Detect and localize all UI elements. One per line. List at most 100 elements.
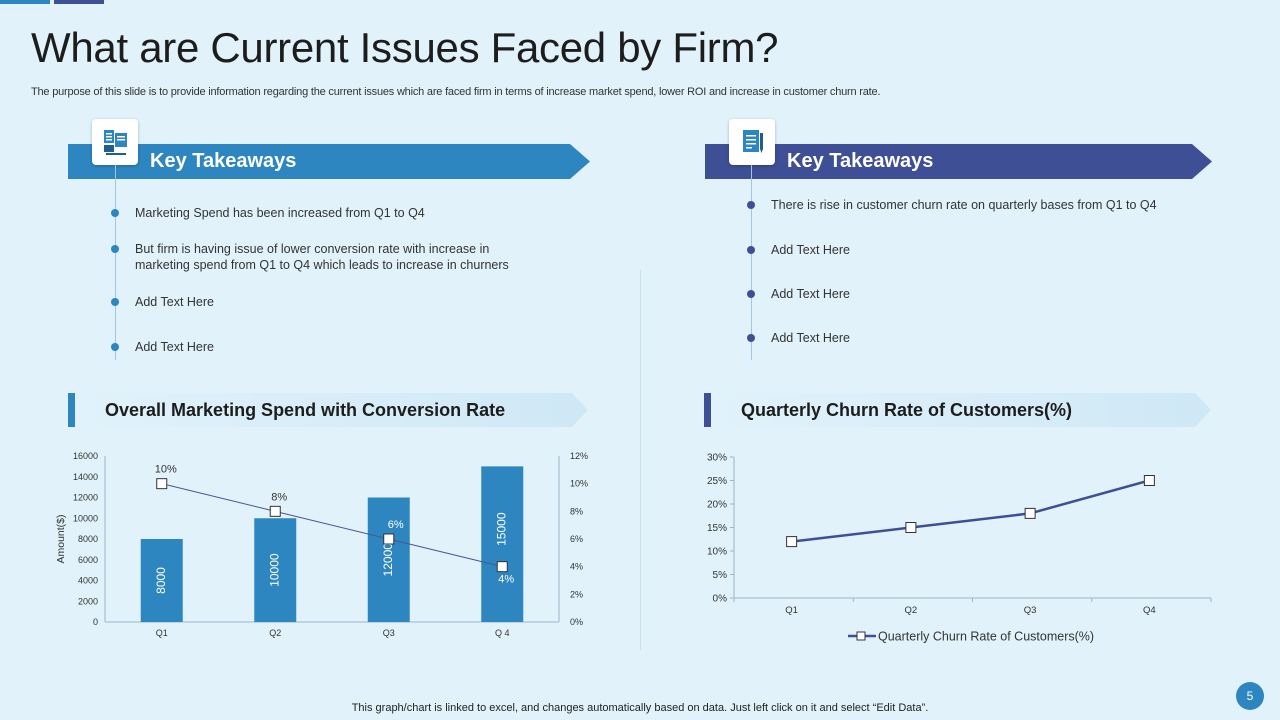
slide-title: What are Current Issues Faced by Firm? — [31, 24, 779, 71]
bar-value-label: 15000 — [494, 512, 508, 546]
top-accent-navy — [54, 0, 104, 4]
left-bullet-2: But firm is having issue of lower conver… — [135, 242, 509, 272]
churn-rate-marker — [1143, 475, 1155, 486]
churn-rate-chart: 0% 5% 10% 15% 20% 25% 30% Q1 Q2 Q3 Q4 Quarterly Chu… — [707, 453, 1212, 644]
right-bullet-1: There is rise in customer churn rate on … — [771, 198, 1157, 212]
right-bullet-2: Add Text Here — [771, 243, 850, 257]
x-tick-label: Q4 — [1143, 605, 1156, 616]
page-number: 5 — [1236, 682, 1264, 710]
right-icon-box — [729, 119, 775, 165]
conversion-rate-marker — [269, 505, 281, 517]
churn-rate-marker — [786, 536, 798, 548]
y-tick-label: 25% — [707, 476, 727, 487]
conversion-rate-marker — [156, 478, 168, 490]
right-banner-title: Key Takeaways — [787, 150, 934, 172]
document-pen-icon — [743, 130, 763, 153]
y-tick-label: 16000 — [73, 451, 98, 461]
list-item: Add Text Here — [747, 286, 1211, 302]
left-bullet-1: Marketing Spend has been increased from … — [135, 206, 425, 220]
y-tick-label: 10000 — [73, 513, 98, 523]
conversion-rate-line — [161, 483, 503, 568]
y-tick-label: 0% — [713, 594, 728, 605]
bullet-dot — [747, 290, 755, 298]
bar — [481, 466, 524, 622]
conversion-rate-label: 4% — [498, 574, 514, 586]
y2-tick-label: 12% — [570, 451, 588, 461]
bar — [254, 518, 297, 622]
marketing-spend-chart: 0 2000 4000 6000 8000 10000 12000 14000 16000 0% 2… — [55, 451, 588, 638]
legend-label: Quarterly Churn Rate of Customers(%) — [878, 630, 1094, 644]
bullet-dot — [747, 201, 755, 209]
bullet-dot — [747, 334, 755, 342]
bullet-dot — [111, 209, 119, 217]
list-item: Add Text Here — [111, 339, 535, 355]
right-timeline-line — [751, 165, 752, 360]
y-tick-label: 5% — [713, 570, 728, 581]
list-item: But firm is having issue of lower conver… — [111, 241, 535, 273]
churn-rate-marker — [1024, 507, 1036, 519]
x-tick-label: Q3 — [1024, 605, 1037, 616]
y2-tick-label: 6% — [570, 534, 583, 544]
conversion-rate-label: 8% — [271, 491, 287, 503]
bullet-dot — [747, 246, 755, 254]
heading-accent-bar — [68, 393, 75, 427]
list-item: Marketing Spend has been increased from … — [111, 205, 535, 221]
y-tick-label: 15% — [707, 523, 727, 534]
left-banner-title: Key Takeaways — [150, 150, 297, 172]
y-tick-label: 2000 — [78, 596, 98, 606]
bar-value-label: 12000 — [381, 543, 395, 577]
document-computer-icon — [104, 130, 127, 155]
y-tick-label: 6000 — [78, 555, 98, 565]
y2-tick-label: 4% — [570, 562, 583, 572]
conversion-rate-marker — [496, 561, 508, 573]
bullet-dot — [111, 298, 119, 306]
conversion-rate-label: 6% — [388, 519, 404, 531]
y-tick-label: 0 — [93, 617, 98, 627]
x-tick-label: Q3 — [383, 628, 395, 638]
left-chart-heading-text: Overall Marketing Spend with Conversion … — [105, 400, 506, 420]
top-accent-blue — [0, 0, 50, 4]
conversion-rate-marker — [383, 533, 395, 545]
right-bullet-3: Add Text Here — [771, 287, 850, 301]
bar — [367, 497, 410, 622]
y-tick-label: 8000 — [78, 534, 98, 544]
y2-tick-label: 0% — [570, 617, 583, 627]
y2-tick-label: 8% — [570, 506, 583, 516]
right-key-takeaways-banner: Key Takeaways — [705, 144, 1212, 179]
bar-value-label: 10000 — [267, 553, 281, 587]
heading-accent-bar — [704, 393, 711, 427]
panel-divider — [640, 270, 641, 650]
churn-rate-marker — [905, 522, 917, 533]
left-timeline-line — [115, 165, 116, 360]
y-tick-label: 12000 — [73, 493, 98, 503]
left-chart-heading: Overall Marketing Spend with Conversion … — [68, 393, 588, 427]
y-axis-label: Amount($) — [55, 514, 67, 563]
right-chart-heading: Quarterly Churn Rate of Customers(%) — [704, 393, 1211, 427]
y-tick-label: 30% — [707, 453, 727, 464]
list-item: Add Text Here — [747, 242, 1211, 258]
y-tick-label: 14000 — [73, 472, 98, 482]
y-tick-label: 20% — [707, 500, 727, 511]
x-tick-label: Q1 — [785, 605, 798, 616]
bar — [140, 539, 183, 622]
list-item: Add Text Here — [747, 330, 1211, 346]
list-item: There is rise in customer churn rate on … — [747, 197, 1211, 213]
left-bullet-4: Add Text Here — [135, 340, 214, 354]
legend-marker — [856, 631, 866, 641]
bar-value-label: 8000 — [154, 567, 168, 594]
conversion-rate-label: 10% — [155, 464, 177, 476]
x-tick-label: Q2 — [905, 605, 918, 616]
y2-tick-label: 10% — [570, 479, 588, 489]
x-tick-label: Q 4 — [495, 628, 510, 638]
y-tick-label: 4000 — [78, 576, 98, 586]
left-icon-box — [92, 119, 138, 165]
bullet-dot — [111, 343, 119, 351]
slide-subtitle: The purpose of this slide is to provide … — [31, 86, 881, 98]
y2-tick-label: 2% — [570, 589, 583, 599]
left-key-takeaways-banner: Key Takeaways — [68, 144, 590, 179]
right-chart-heading-text: Quarterly Churn Rate of Customers(%) — [741, 400, 1073, 420]
x-tick-label: Q1 — [156, 628, 168, 638]
footer-note: This graph/chart is linked to excel, and… — [351, 702, 929, 714]
y-tick-label: 10% — [707, 547, 727, 558]
churn-rate-line — [791, 479, 1150, 543]
